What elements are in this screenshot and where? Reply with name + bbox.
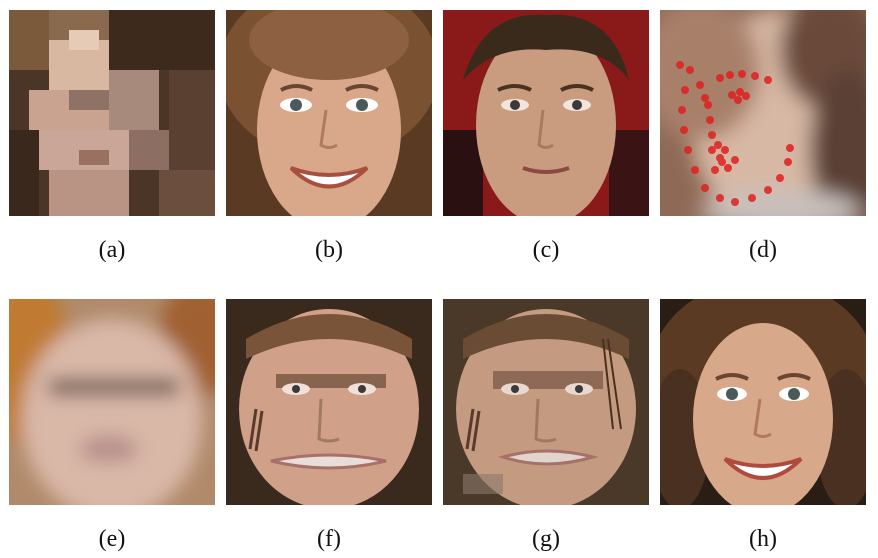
caption-e: (e) <box>98 526 126 552</box>
landmark-points <box>676 61 794 206</box>
panel-b-image <box>226 10 432 216</box>
panel-h-image <box>660 299 866 505</box>
caption-a: (a) <box>98 237 126 263</box>
caption-c: (c) <box>532 237 560 263</box>
panel-c-image <box>443 10 649 216</box>
blurry-reconstructed-face-image <box>9 299 215 505</box>
caption-b: (b) <box>315 237 343 263</box>
distorted-face-artifacts-image <box>443 299 649 505</box>
panel-d-image <box>660 10 866 216</box>
young-man-face-image <box>443 10 649 216</box>
caption-f: (f) <box>317 526 341 552</box>
caption-d: (d) <box>749 237 777 263</box>
caption-g: (g) <box>532 526 560 552</box>
blurred-face-with-landmarks-image <box>660 10 866 216</box>
panel-g-image <box>443 299 649 505</box>
panel-a-image <box>9 10 215 216</box>
smiling-woman-face-image <box>226 10 432 216</box>
panel-f-image <box>226 299 432 505</box>
pixelated-face-image <box>9 10 215 216</box>
distorted-face-image <box>226 299 432 505</box>
smiling-woman-curly-hair-image <box>660 299 866 505</box>
caption-h: (h) <box>749 526 777 552</box>
panel-e-image <box>9 299 215 505</box>
